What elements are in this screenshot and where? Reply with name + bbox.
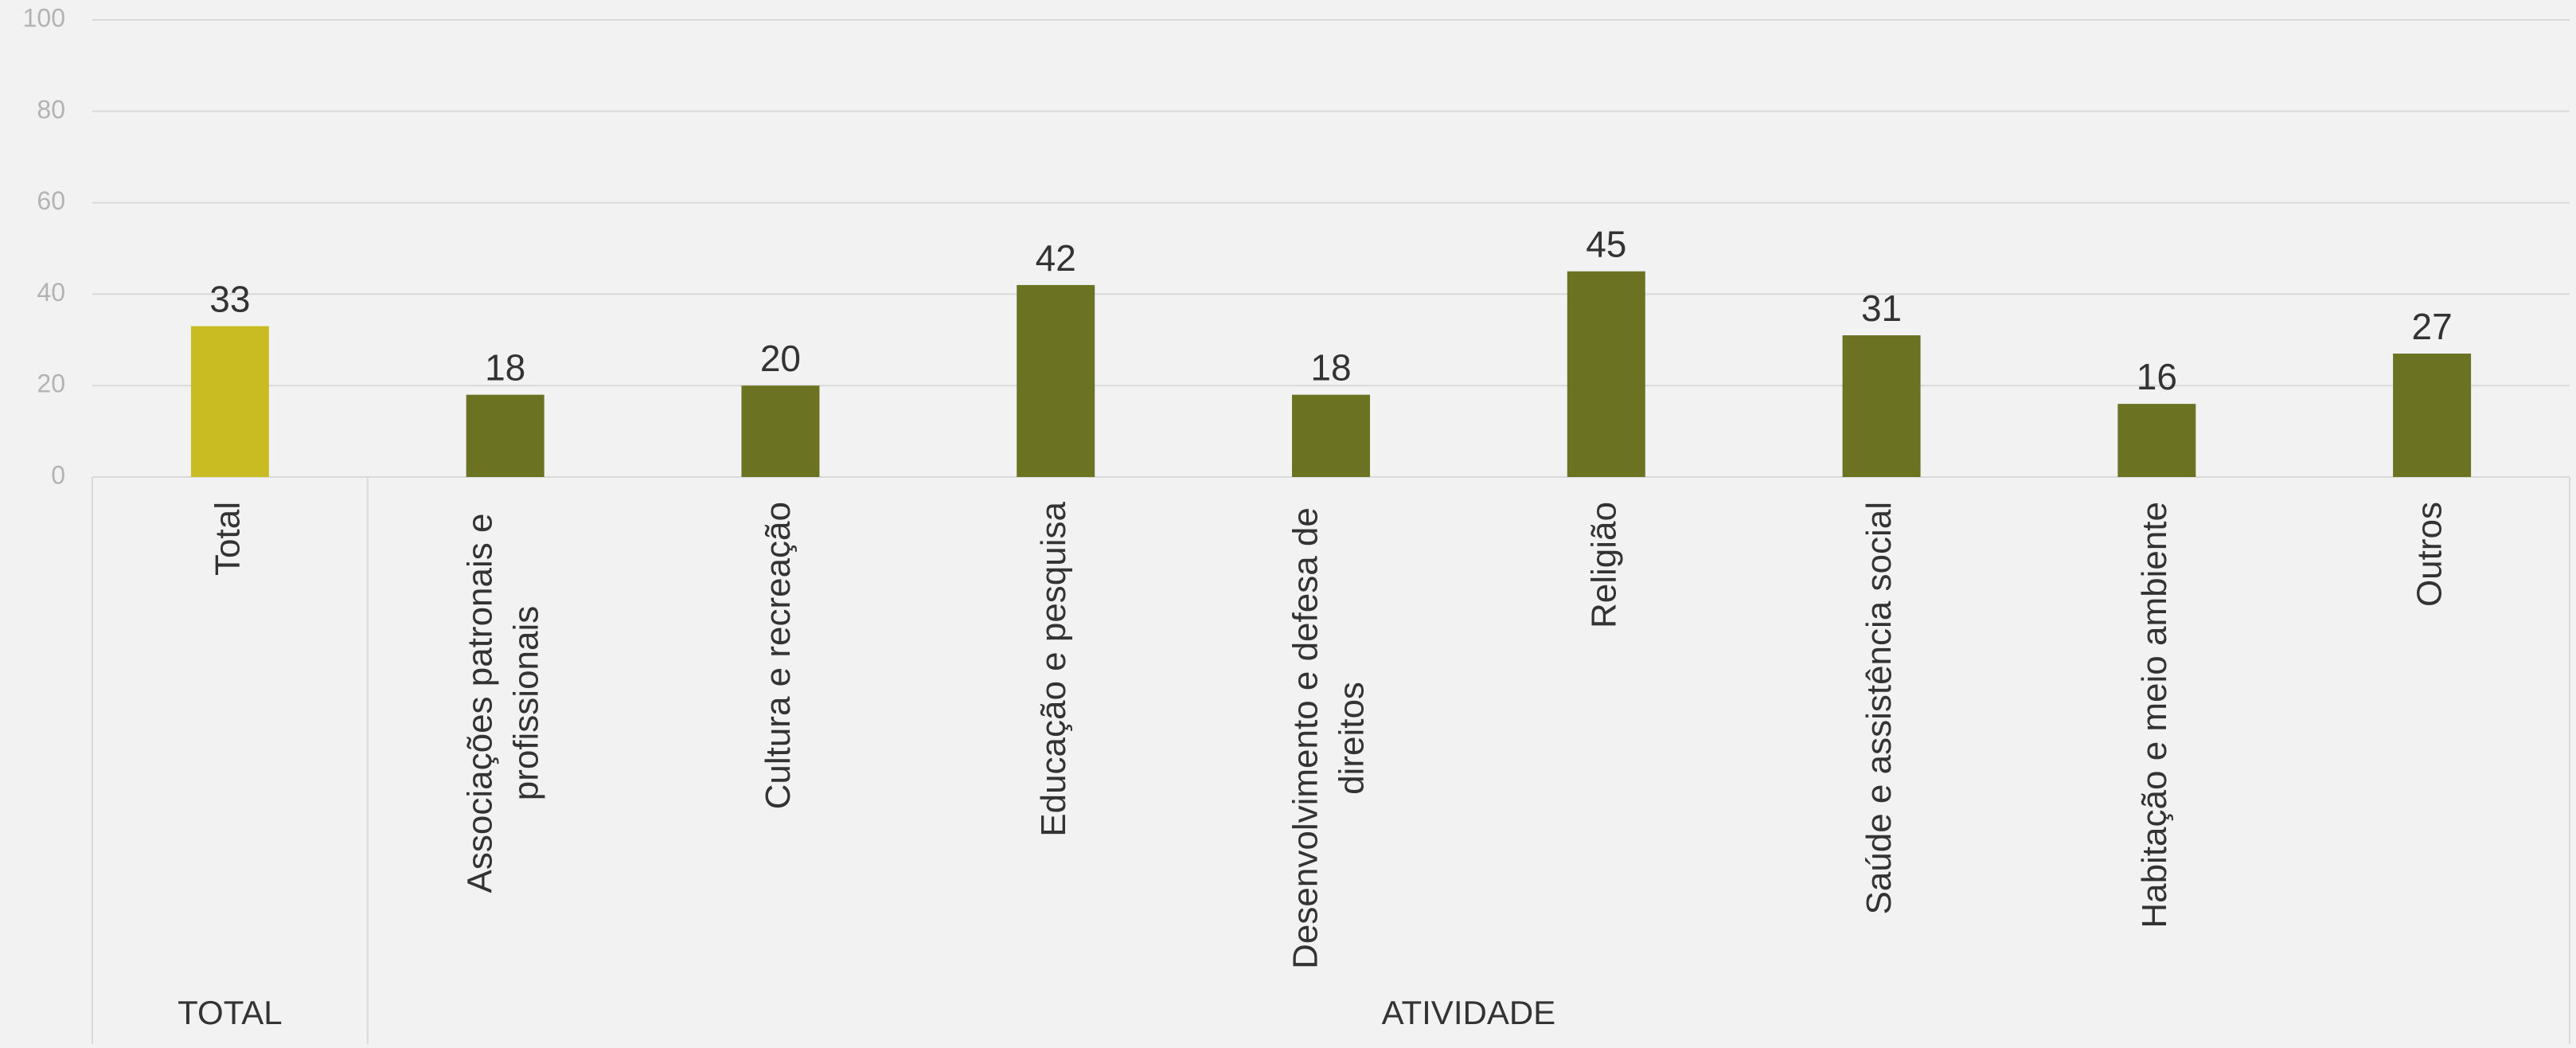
y-axis-ticks: 0 20 40 60 80 100	[23, 3, 65, 489]
bar	[1292, 394, 1370, 477]
x-axis-group-labels: TOTAL ATIVIDADE	[178, 994, 1555, 1031]
y-tick-label: 60	[37, 186, 65, 215]
category-label: Educação e pesquisa	[1034, 501, 1073, 836]
group-label: ATIVIDADE	[1382, 994, 1556, 1031]
bar	[1842, 335, 1921, 477]
bars	[190, 271, 2472, 477]
bar	[1017, 284, 1095, 477]
data-label: 18	[485, 347, 525, 389]
data-label: 27	[2412, 306, 2453, 347]
data-label: 31	[1861, 287, 1902, 329]
category-label: Cultura e recreação	[759, 502, 798, 809]
y-tick-label: 100	[23, 3, 65, 32]
category-label: Outros	[2410, 502, 2449, 607]
category-label-line: direitos	[1333, 682, 1372, 795]
data-label: 45	[1586, 224, 1626, 265]
bar	[466, 394, 544, 477]
bar	[741, 385, 820, 477]
bar	[190, 326, 269, 477]
bar	[2117, 404, 2196, 477]
category-label-line: Associações patronais e	[460, 514, 499, 894]
bar	[1567, 271, 1645, 477]
category-label-line: Habitação e meio ambiente	[2135, 502, 2174, 929]
category-label: Desenvolvimento e defesa de direitos	[1286, 507, 1372, 969]
category-label-line: Total	[209, 502, 248, 576]
data-label: 42	[1036, 237, 1076, 279]
data-label: 33	[209, 279, 250, 320]
data-label: 16	[2137, 356, 2177, 397]
category-label: Saúde e assistência social	[1860, 502, 1899, 915]
y-tick-label: 0	[51, 460, 65, 489]
category-label-line: Saúde e assistência social	[1860, 502, 1899, 915]
category-label-line: Outros	[2410, 502, 2449, 607]
bar	[2393, 354, 2472, 477]
category-label: Associações patronais e profissionais	[460, 514, 545, 894]
category-label-line: Educação e pesquisa	[1034, 501, 1073, 836]
x-axis-category-labels: Total Associações patronais e profissionai…	[209, 501, 2449, 968]
y-tick-label: 80	[37, 95, 65, 123]
y-tick-label: 20	[37, 370, 65, 398]
category-label: Total	[209, 502, 248, 576]
y-tick-label: 40	[37, 278, 65, 307]
group-label: TOTAL	[178, 994, 282, 1031]
category-label-line: Religião	[1584, 502, 1623, 628]
category-label: Habitação e meio ambiente	[2135, 502, 2174, 929]
category-label-line: Desenvolvimento e defesa de	[1286, 507, 1325, 969]
data-label: 18	[1310, 347, 1351, 389]
data-label: 20	[760, 338, 801, 379]
category-label-line: Cultura e recreação	[759, 502, 798, 809]
category-label-line: profissionais	[506, 606, 545, 801]
data-labels: 33 18 20 42 18 45 31 16 27	[209, 224, 2452, 397]
category-label: Religião	[1584, 502, 1623, 628]
